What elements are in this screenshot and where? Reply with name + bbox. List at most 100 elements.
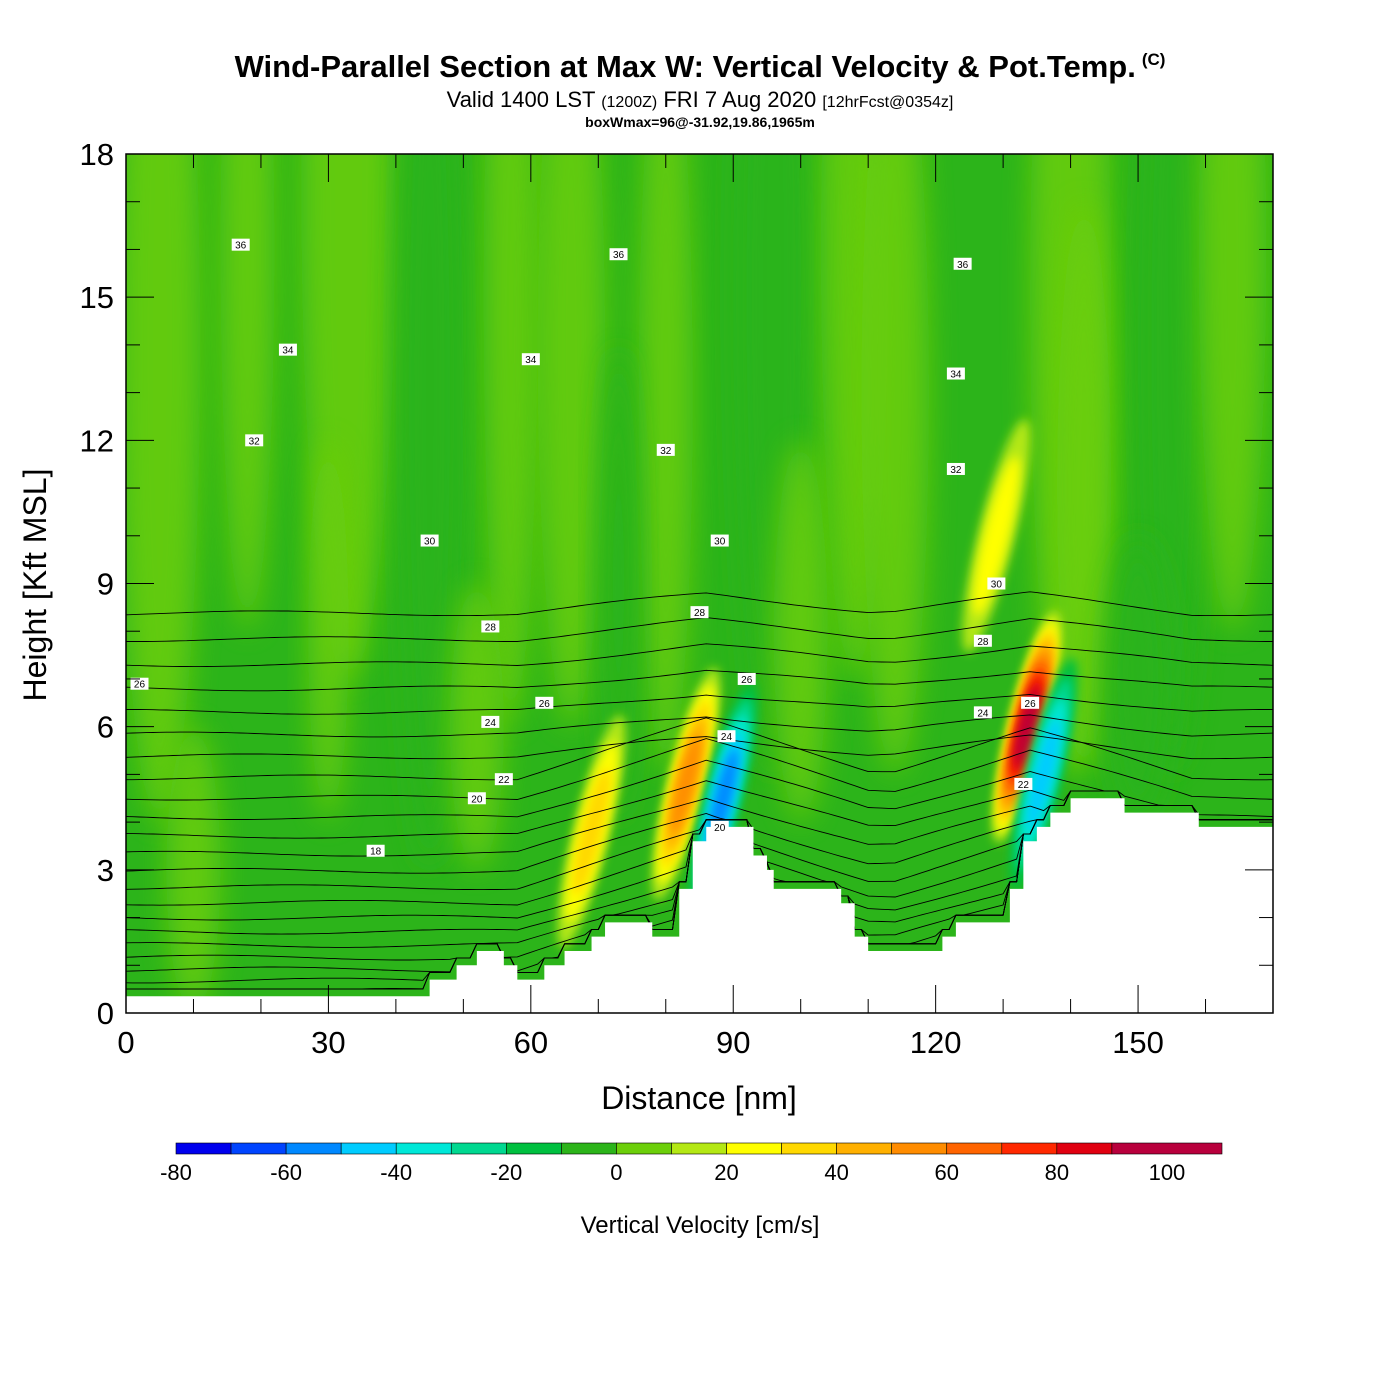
contour-label: 28 <box>973 634 992 648</box>
contour-label-text: 22 <box>1018 780 1030 791</box>
theta-contour <box>126 759 1273 820</box>
contour-label: 28 <box>690 606 709 619</box>
contour-label-text: 20 <box>471 794 483 805</box>
plot-area: 18 20 22 24 26 26 28 28 30 30 32 32 32 34 34 34 36 36 36 20… <box>126 154 1273 1013</box>
contour-label-text: 24 <box>977 708 989 719</box>
y-tick-label: 12 <box>80 423 114 458</box>
contour-label-text: 28 <box>485 622 497 633</box>
theta-contour <box>126 669 1273 692</box>
theta-contour <box>126 738 1273 801</box>
y-tick-label: 18 <box>80 137 114 172</box>
velocity-streak <box>220 154 275 632</box>
chart-title-block: Wind-Parallel Section at Max W: Vertical… <box>0 49 1400 131</box>
velocity-streak <box>126 154 201 822</box>
x-tick-label: 30 <box>311 1025 345 1060</box>
contour-label: 18 <box>366 844 385 858</box>
contour-label-text: 26 <box>539 699 551 710</box>
contour-label-text: 24 <box>485 718 497 729</box>
contour-label-text: 36 <box>957 260 969 271</box>
velocity-streak <box>166 726 221 1013</box>
contour-label: 24 <box>481 715 500 729</box>
chart-subtitle: Valid 1400 LST (1200Z) FRI 7 Aug 2020 [1… <box>446 87 954 112</box>
contour-label: 32 <box>946 462 965 476</box>
colorbar-tick-label: 0 <box>610 1160 622 1185</box>
velocity-streak <box>537 154 606 727</box>
velocity-streak <box>483 154 538 727</box>
contour-label-text: 32 <box>950 465 962 476</box>
colorbar-tick-label: 60 <box>934 1160 958 1185</box>
contour-label-text: 30 <box>714 537 726 548</box>
colorbar-segment <box>340 1142 397 1155</box>
x-tick-label: 60 <box>514 1025 548 1060</box>
colorbar-segment <box>175 1142 232 1155</box>
contour-label-text: 22 <box>498 775 510 786</box>
contour-label-text: 30 <box>991 580 1003 591</box>
theta-contour <box>126 734 1273 760</box>
contour-label-text: 34 <box>282 346 294 357</box>
theta-contour <box>126 714 1273 738</box>
contour-label: 36 <box>953 257 972 271</box>
velocity-cell <box>973 456 1020 616</box>
velocity-streak <box>773 440 828 823</box>
contour-label: 22 <box>494 773 513 786</box>
x-tick-label: 0 <box>117 1025 134 1060</box>
theta-contour <box>126 693 1273 715</box>
contour-label: 20 <box>467 792 486 805</box>
colorbar-segment <box>946 1142 1003 1155</box>
contour-label: 34 <box>946 367 965 381</box>
contour-label: 34 <box>521 353 540 366</box>
contour-label: 26 <box>737 672 756 686</box>
contour-label-text: 28 <box>977 637 989 648</box>
contour-label: 30 <box>987 577 1006 591</box>
velocity-cell <box>572 767 611 896</box>
terrain-mask <box>126 798 1273 1013</box>
y-tick-label: 6 <box>97 710 114 745</box>
contour-label: 32 <box>245 434 264 447</box>
colorbar-segment <box>1111 1142 1223 1155</box>
box-info: boxWmax=96@-31.92,19.86,1965m <box>585 114 815 130</box>
contour-label-text: 24 <box>721 732 733 743</box>
y-tick-label: 0 <box>97 996 114 1031</box>
colorbar-tick-label: -40 <box>380 1160 412 1185</box>
theta-contour <box>126 780 1273 839</box>
colorbar-tick-label: 80 <box>1045 1160 1069 1185</box>
colorbar-segment <box>781 1142 837 1155</box>
chart-title: Wind-Parallel Section at Max W: Vertical… <box>234 49 1166 84</box>
velocity-streak <box>308 440 349 823</box>
velocity-streak <box>449 583 504 870</box>
colorbar-tick-label: 40 <box>824 1160 848 1185</box>
contour-label-text: 32 <box>249 436 261 447</box>
velocity-streak <box>638 154 693 775</box>
x-axis: 0 30 60 90 120 150 <box>117 154 1274 1060</box>
contour-label: 28 <box>481 620 500 633</box>
velocity-streak <box>1057 201 1112 775</box>
contour-label: 36 <box>231 238 250 252</box>
colorbar-title: Vertical Velocity [cm/s] <box>581 1212 820 1239</box>
contour-label-text: 26 <box>741 675 753 686</box>
velocity-streak <box>1198 154 1267 632</box>
contour-label-text: 32 <box>660 446 672 457</box>
contour-label: 30 <box>710 534 729 548</box>
velocity-streak <box>1104 535 1172 823</box>
contour-label: 30 <box>420 534 439 548</box>
colorbar: -80 -60 -40 -20 0 20 40 60 80 100 <box>160 1142 1223 1185</box>
contour-label: 36 <box>609 248 628 261</box>
x-tick-label: 90 <box>716 1025 750 1060</box>
velocity-streaks <box>126 154 1267 1013</box>
theta-contour <box>126 591 1273 617</box>
contour-label: 26 <box>535 696 554 710</box>
contour-label-text: 36 <box>235 241 247 252</box>
colorbar-segment <box>891 1142 948 1155</box>
contour-labels: 18 20 22 24 26 26 28 28 30 30 32 32 32 34 34 34 36 36 36 20… <box>130 238 1040 858</box>
contour-label: 34 <box>278 343 297 357</box>
x-tick-label: 120 <box>910 1025 962 1060</box>
theta-contours <box>126 591 1273 990</box>
contour-label: 24 <box>973 706 992 719</box>
contour-label-text: 20 <box>714 823 726 834</box>
copyright-mark: (C) <box>1141 50 1166 69</box>
colorbar-segment <box>616 1142 672 1155</box>
contour-label-text: 34 <box>950 370 962 381</box>
contour-label-text: 26 <box>134 680 146 691</box>
